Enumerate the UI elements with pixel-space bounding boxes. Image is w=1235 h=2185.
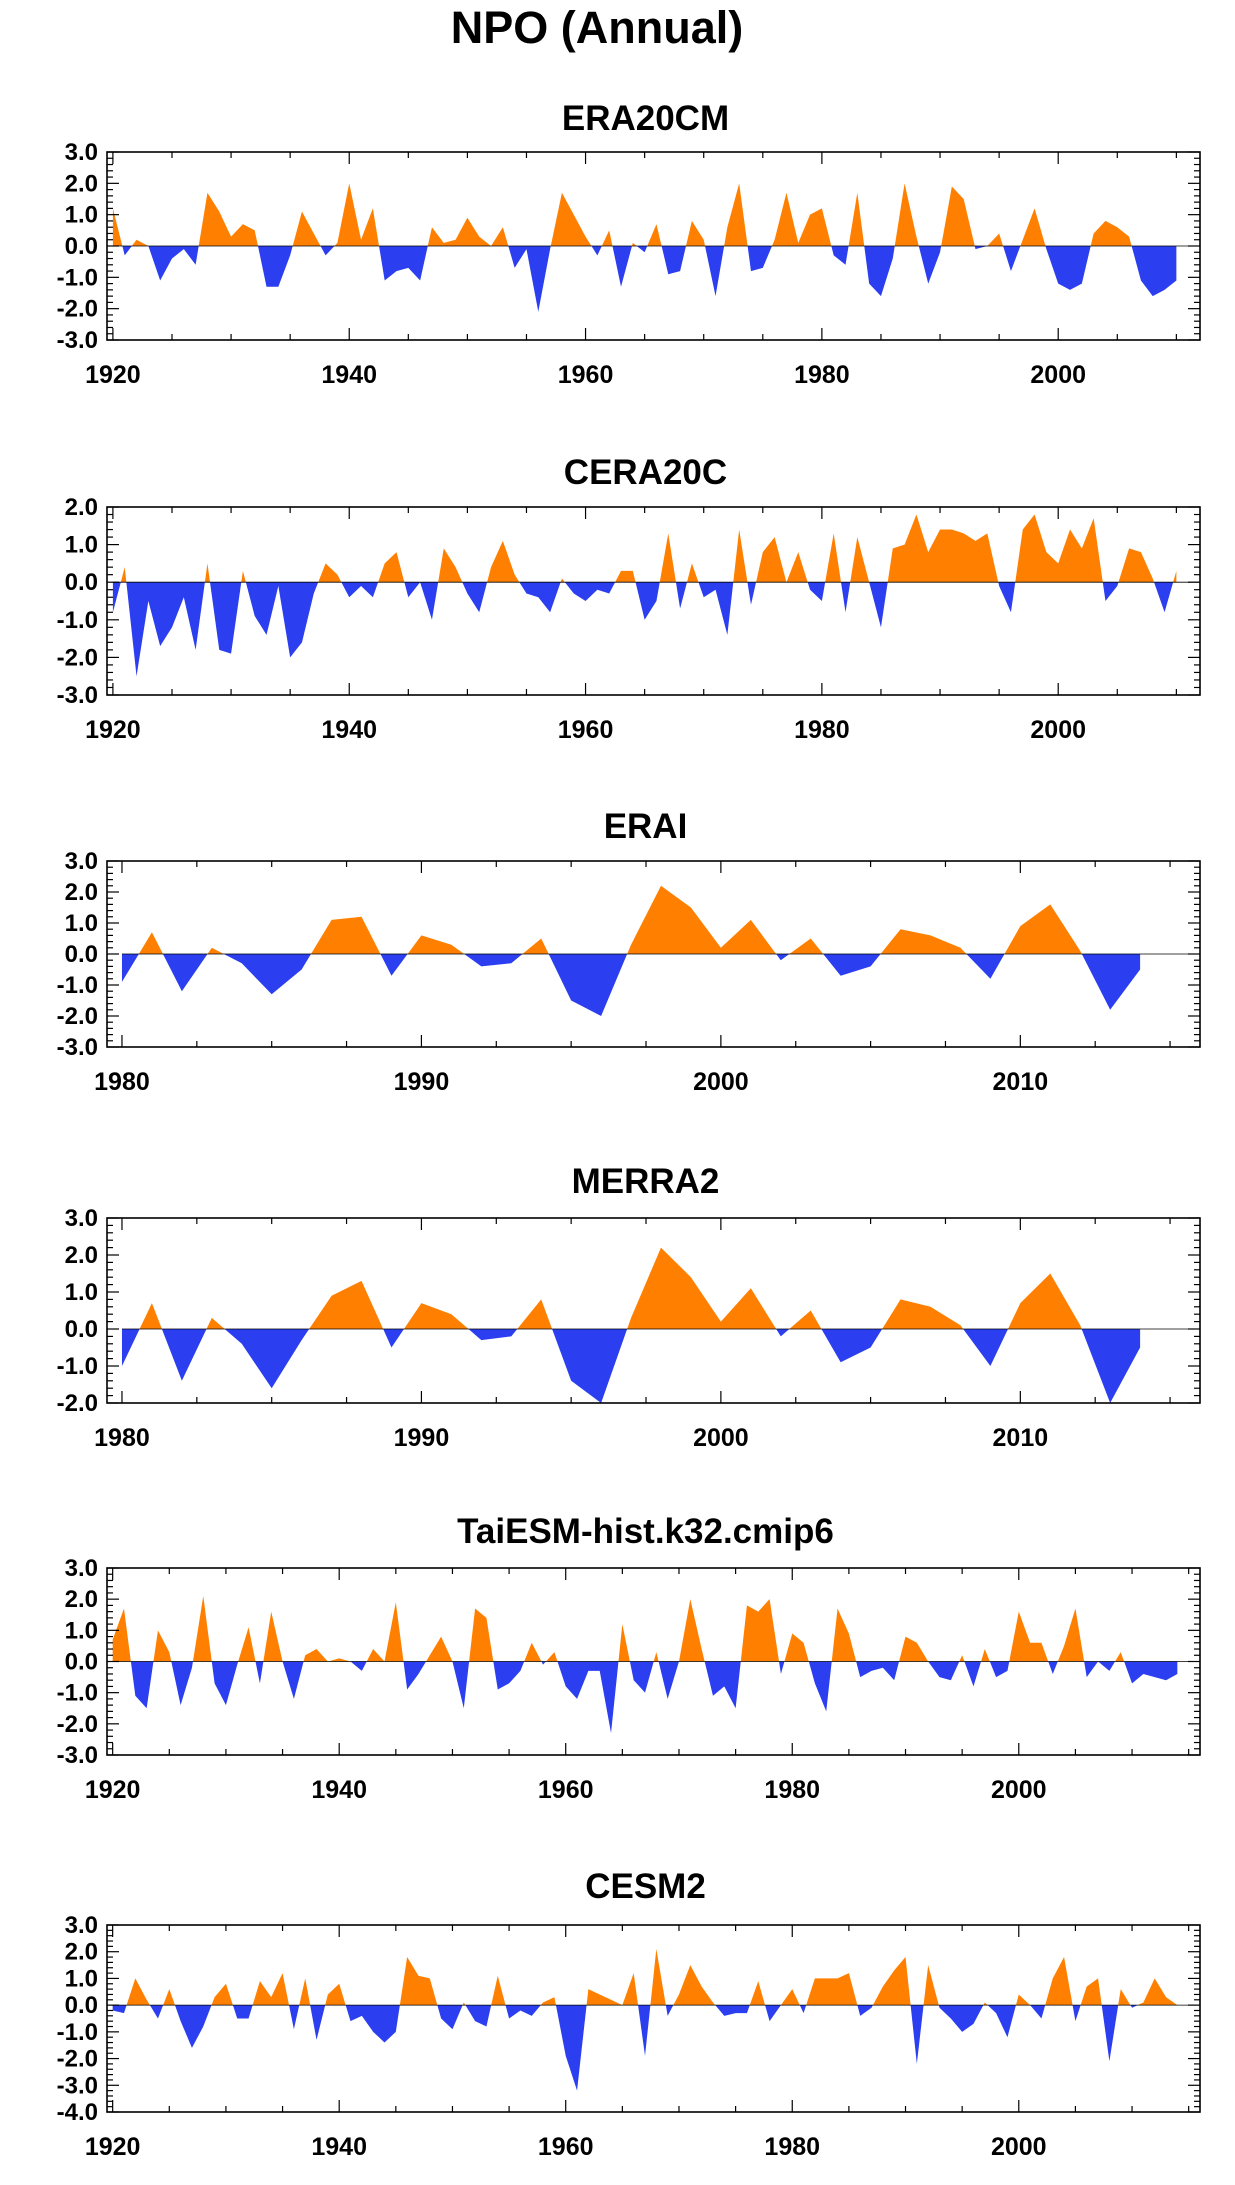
negative-area xyxy=(112,1661,1178,1734)
y-tick-label: 3.0 xyxy=(65,1912,98,1939)
positive-area xyxy=(112,514,1177,583)
plot-frame xyxy=(106,1217,1201,1404)
panel-3: MERRA2 -2.0 -1.0 0.0 1.0 2.0 3.0 1980 1990 2000 20… xyxy=(57,1162,1201,1452)
x-tick-label: 1960 xyxy=(558,361,614,389)
x-tick-label: 1960 xyxy=(538,1776,594,1804)
x-tick-label: 2000 xyxy=(693,1068,749,1096)
x-tick-label: 2000 xyxy=(693,1424,749,1452)
y-tick-label: -1.0 xyxy=(57,972,98,999)
x-tick-label: 2010 xyxy=(993,1424,1049,1452)
positive-area xyxy=(121,1247,1141,1329)
y-tick-label: 3.0 xyxy=(65,1205,98,1232)
y-tick-label: -1.0 xyxy=(57,607,98,634)
y-tick-label: 2.0 xyxy=(65,170,98,197)
x-tick-label: 1980 xyxy=(94,1424,150,1452)
x-tick-label: 1940 xyxy=(321,361,377,389)
plot-frame xyxy=(106,506,1201,696)
x-tick-label: 1940 xyxy=(311,2133,367,2161)
x-tick-label: 1980 xyxy=(794,716,850,744)
y-tick-label: 2.0 xyxy=(65,1242,98,1269)
y-tick-label: -3.0 xyxy=(57,1034,98,1061)
x-tick-label: 2010 xyxy=(993,1068,1049,1096)
panel-4: TaiESM-hist.k32.cmip6 -3.0 -2.0 -1.0 0.0 1.0 2… xyxy=(57,1512,1201,1804)
x-tick-label: 2000 xyxy=(1030,361,1086,389)
x-tick-label: 1920 xyxy=(85,716,141,744)
x-tick-label: 1960 xyxy=(538,2133,594,2161)
y-tick-label: 3.0 xyxy=(65,848,98,875)
y-tick-label: -1.0 xyxy=(57,2019,98,2046)
y-tick-label: -2.0 xyxy=(57,2046,98,2073)
negative-area xyxy=(121,954,1141,1016)
y-tick-label: 0.0 xyxy=(65,569,98,596)
panel-title: ERA20CM xyxy=(562,99,729,138)
x-tick-label: 2000 xyxy=(991,1776,1047,1804)
x-tick-label: 1920 xyxy=(85,1776,141,1804)
negative-area xyxy=(121,1329,1141,1403)
positive-area xyxy=(112,1949,1178,2006)
y-tick-label: -1.0 xyxy=(57,264,98,291)
y-tick-label: 0.0 xyxy=(65,1649,98,1676)
plot-frame xyxy=(106,1924,1201,2113)
y-tick-label: -3.0 xyxy=(57,1742,98,1769)
x-tick-label: 1980 xyxy=(794,361,850,389)
y-tick-label: -2.0 xyxy=(57,1003,98,1030)
panel-title: CERA20C xyxy=(564,453,727,492)
panel-title: MERRA2 xyxy=(572,1162,720,1201)
y-tick-label: -1.0 xyxy=(57,1353,98,1380)
y-tick-label: 2.0 xyxy=(65,1939,98,1966)
y-tick-label: 1.0 xyxy=(65,1279,98,1306)
y-tick-label: 3.0 xyxy=(65,139,98,166)
x-tick-label: 1990 xyxy=(394,1068,450,1096)
y-tick-label: -4.0 xyxy=(57,2099,98,2126)
y-tick-label: 3.0 xyxy=(65,1555,98,1582)
y-tick-label: -2.0 xyxy=(57,1390,98,1417)
panel-1: CERA20C -3.0 -2.0 -1.0 0.0 1.0 2.0 1920 1940 1960… xyxy=(57,453,1201,744)
x-tick-label: 1920 xyxy=(85,361,141,389)
y-tick-label: -2.0 xyxy=(57,1711,98,1738)
y-tick-label: 0.0 xyxy=(65,1992,98,2019)
positive-area xyxy=(112,1596,1178,1662)
x-tick-label: 1960 xyxy=(558,716,614,744)
x-tick-label: 1980 xyxy=(764,2133,820,2161)
y-tick-label: 2.0 xyxy=(65,1586,98,1613)
x-tick-label: 1920 xyxy=(85,2133,141,2161)
panel-2: ERAI -3.0 -2.0 -1.0 0.0 1.0 2.0 3.0 1980 1990 2000… xyxy=(57,807,1201,1096)
x-tick-label: 1940 xyxy=(311,1776,367,1804)
panel-0: ERA20CM -3.0 -2.0 -1.0 0.0 1.0 2.0 3.0 1920 1940 1… xyxy=(57,99,1201,389)
y-tick-label: 1.0 xyxy=(65,910,98,937)
x-tick-label: 1980 xyxy=(764,1776,820,1804)
x-tick-label: 1980 xyxy=(94,1068,150,1096)
negative-area xyxy=(112,246,1177,312)
y-tick-label: -3.0 xyxy=(57,2072,98,2099)
negative-area xyxy=(112,2005,1178,2091)
y-tick-label: -1.0 xyxy=(57,1680,98,1707)
y-tick-label: -2.0 xyxy=(57,644,98,671)
x-tick-label: 2000 xyxy=(991,2133,1047,2161)
y-tick-label: 2.0 xyxy=(65,494,98,521)
y-tick-label: 2.0 xyxy=(65,879,98,906)
y-tick-label: 1.0 xyxy=(65,202,98,229)
y-tick-label: 0.0 xyxy=(65,233,98,260)
y-tick-label: -2.0 xyxy=(57,296,98,323)
x-tick-label: 2000 xyxy=(1030,716,1086,744)
positive-area xyxy=(112,183,1177,246)
y-tick-label: 1.0 xyxy=(65,532,98,559)
panel-title: ERAI xyxy=(604,807,688,846)
y-tick-label: 0.0 xyxy=(65,941,98,968)
negative-area xyxy=(112,582,1177,677)
x-tick-label: 1940 xyxy=(321,716,377,744)
panel-title: TaiESM-hist.k32.cmip6 xyxy=(457,1512,834,1551)
panel-5: CESM2 -4.0-3.0-2.0-1.00.01.02.03.0 1920 194… xyxy=(57,1867,1201,2161)
positive-area xyxy=(121,885,1141,954)
y-tick-label: 0.0 xyxy=(65,1316,98,1343)
y-tick-label: 1.0 xyxy=(65,1965,98,1992)
figure-title: NPO (Annual) xyxy=(451,2,743,53)
x-tick-label: 1990 xyxy=(394,1424,450,1452)
y-tick-label: 1.0 xyxy=(65,1617,98,1644)
y-tick-label: -3.0 xyxy=(57,682,98,709)
y-tick-label: -3.0 xyxy=(57,327,98,354)
panel-title: CESM2 xyxy=(585,1867,706,1906)
